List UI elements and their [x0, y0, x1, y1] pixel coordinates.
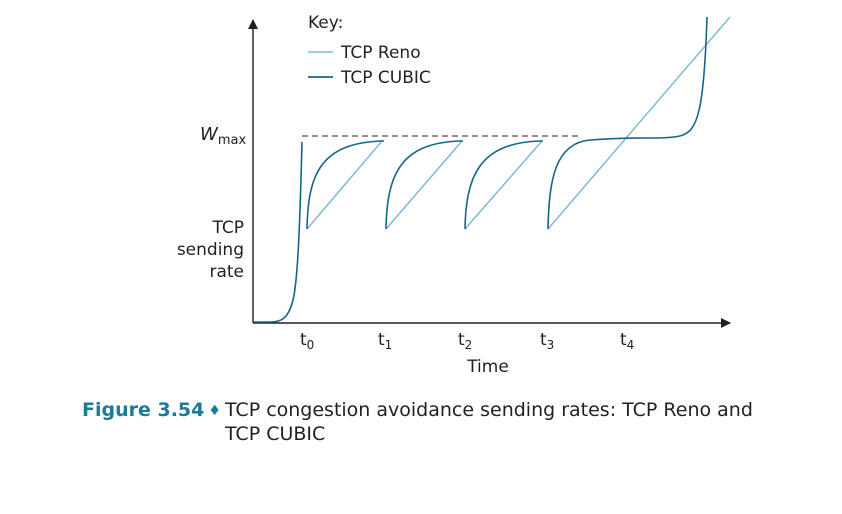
y-axis-label-line-1: TCP — [211, 218, 244, 238]
cubic-cycle-3 — [464, 140, 543, 230]
wmax-label: Wmax — [200, 124, 246, 148]
x-tick-t2: t2 — [458, 330, 472, 352]
cubic-cycle-1 — [306, 140, 384, 230]
y-axis-label-line-2: sending — [177, 240, 244, 260]
x-tick-t0: t0 — [300, 330, 314, 352]
diamond-icon: ♦ — [208, 403, 221, 419]
reno-sawtooth-2 — [385, 140, 463, 230]
caption-text: TCP congestion avoidance sending rates: … — [224, 399, 753, 445]
cubic-cycle-4 — [547, 16, 708, 230]
y-axis-label-line-3: rate — [209, 262, 244, 282]
key-reno-label: TCP Reno — [340, 43, 421, 63]
reno-sawtooth-1 — [306, 140, 383, 230]
x-tick-t4: t4 — [620, 330, 634, 352]
cubic-cycle-2 — [385, 140, 463, 230]
x-tick-t3: t3 — [540, 330, 554, 352]
figure-caption: Figure 3.54 ♦ TCP congestion avoidance se… — [82, 398, 802, 446]
reno-final-ramp — [547, 16, 731, 230]
key-cubic-label: TCP CUBIC — [340, 68, 431, 88]
x-tick-t1: t1 — [378, 330, 392, 352]
reno-sawtooth-3 — [464, 140, 543, 230]
x-axis-label: Time — [466, 357, 509, 377]
figure-number: Figure 3.54 — [82, 399, 205, 421]
cubic-slow-start — [253, 141, 303, 323]
congestion-diagram: Key: TCP Reno TCP CUBIC Wmax TCP sending… — [177, 13, 731, 377]
key-title: Key: — [308, 13, 343, 33]
